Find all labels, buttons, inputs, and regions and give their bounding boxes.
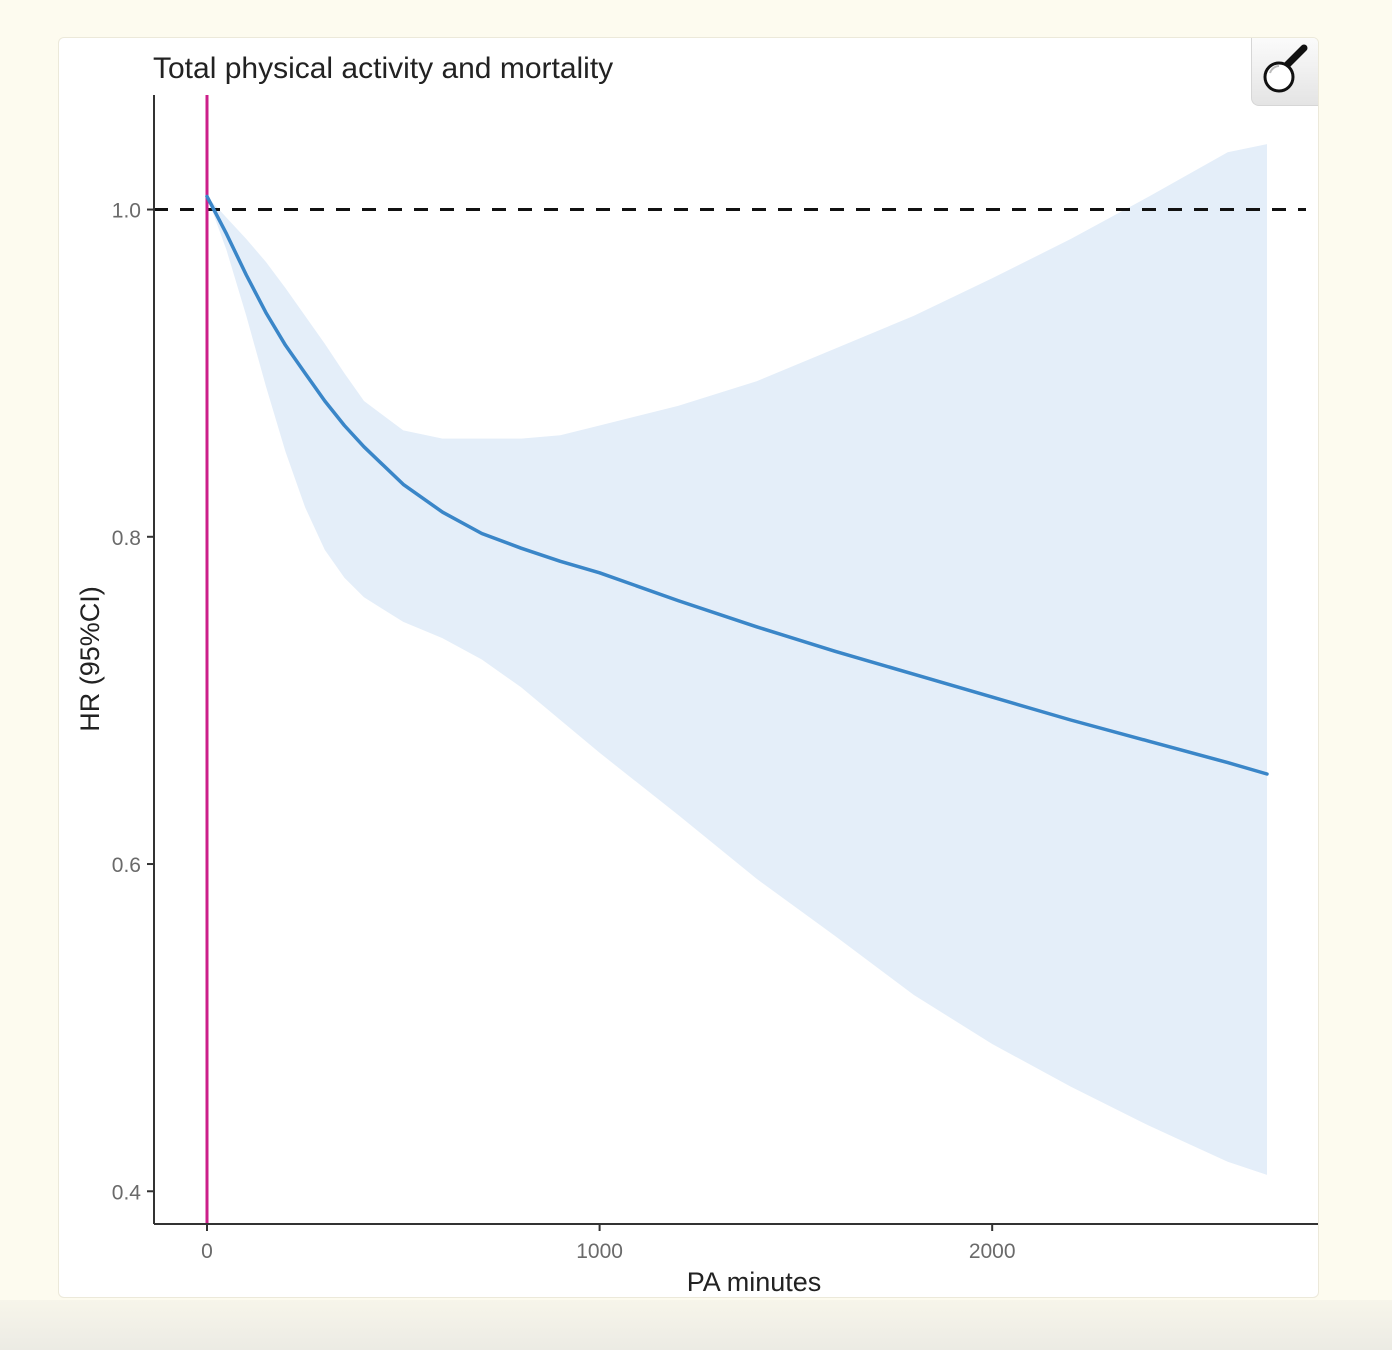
tick-layer: 0.4 0.6 0.8 1.0 0 1000 2000 (112, 200, 1016, 1263)
y-tick-label: 1.0 (112, 200, 141, 223)
axes (153, 95, 1318, 1225)
y-tick-label: 0.4 (112, 1181, 142, 1204)
zoom-button[interactable] (1251, 38, 1318, 106)
magnifier-icon (1263, 44, 1308, 93)
x-axis-label: PA minutes (687, 1267, 822, 1297)
x-tick-label: 0 (201, 1240, 213, 1263)
chart-title: Total physical activity and mortality (153, 52, 613, 85)
x-tick-label: 1000 (576, 1240, 623, 1263)
page-bottom-band (0, 1300, 1392, 1350)
series-line-layer (205, 194, 1269, 776)
reference-line-layer (154, 95, 1306, 1224)
confidence-band (207, 144, 1267, 1175)
y-tick-label: 0.6 (112, 854, 141, 877)
y-tick-label: 0.8 (112, 527, 141, 550)
hr-series-line (205, 194, 1269, 776)
y-axis-label: HR (95%CI) (75, 586, 105, 732)
confidence-band-layer (207, 144, 1267, 1175)
figure-card: Total physical activity and mortality 0.… (58, 37, 1319, 1298)
chart: Total physical activity and mortality 0.… (75, 52, 1318, 1297)
x-tick-label: 2000 (969, 1240, 1016, 1263)
